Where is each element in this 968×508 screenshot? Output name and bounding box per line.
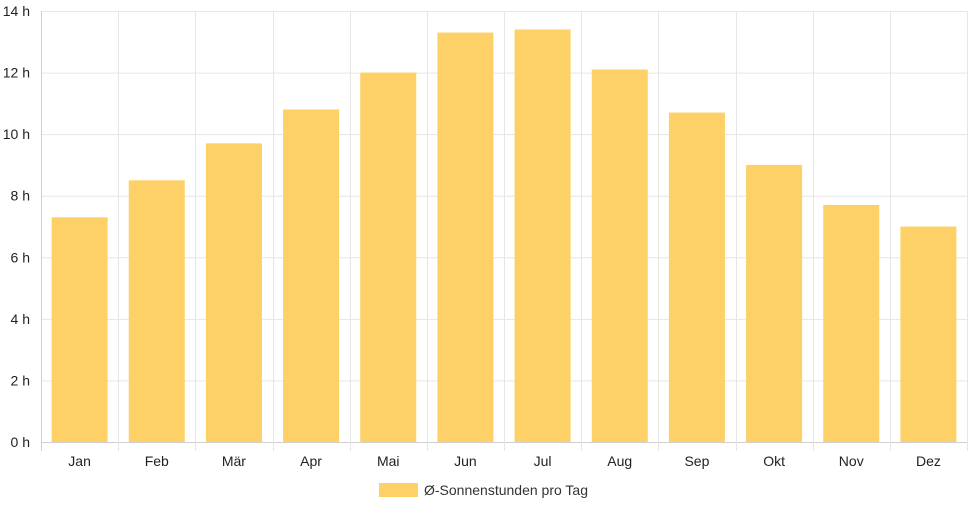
x-tick-label: Apr — [300, 453, 322, 469]
y-tick-label: 4 h — [11, 311, 30, 327]
x-tick-label: Dez — [916, 453, 941, 469]
bar-jul[interactable] — [514, 29, 571, 442]
x-tick-label: Jun — [454, 453, 477, 469]
x-tick-label: Feb — [145, 453, 169, 469]
x-tick-label: Okt — [763, 453, 785, 469]
bar-jun[interactable] — [437, 32, 494, 443]
y-axis: 0 h 2 h 4 h 6 h 8 h 10 h 12 h 14 h — [3, 3, 30, 450]
bar-dez[interactable] — [900, 226, 957, 443]
x-tick-label: Nov — [839, 453, 864, 469]
bar-okt[interactable] — [746, 164, 803, 442]
x-tick-label: Aug — [607, 453, 632, 469]
y-tick-label: 10 h — [3, 126, 30, 142]
bar-aug[interactable] — [591, 69, 648, 442]
bar-apr[interactable] — [283, 109, 340, 442]
y-tick-label: 0 h — [11, 434, 30, 450]
legend-label: Ø-Sonnenstunden pro Tag — [424, 482, 588, 498]
bar-mai[interactable] — [360, 72, 417, 443]
grid-layer — [41, 11, 968, 451]
bar-series — [51, 29, 957, 443]
legend-swatch — [379, 483, 418, 497]
y-tick-label: 2 h — [11, 372, 30, 388]
x-tick-label: Jan — [68, 453, 91, 469]
y-tick-label: 12 h — [3, 65, 30, 81]
x-tick-label: Jul — [534, 453, 552, 469]
legend[interactable]: Ø-Sonnenstunden pro Tag — [379, 482, 588, 498]
y-tick-label: 14 h — [3, 3, 30, 19]
bar-feb[interactable] — [128, 180, 185, 443]
bar-mär[interactable] — [205, 143, 262, 442]
x-tick-label: Mär — [222, 453, 246, 469]
bar-nov[interactable] — [823, 204, 880, 442]
x-axis: Jan Feb Mär Apr Mai Jun Jul Aug Sep Okt Nov Dez — [68, 453, 941, 469]
y-tick-label: 8 h — [11, 188, 30, 204]
x-tick-label: Mai — [377, 453, 400, 469]
bar-jan[interactable] — [51, 217, 108, 442]
bar-sep[interactable] — [668, 112, 725, 442]
x-tick-label: Sep — [684, 453, 709, 469]
y-tick-label: 6 h — [11, 249, 30, 265]
